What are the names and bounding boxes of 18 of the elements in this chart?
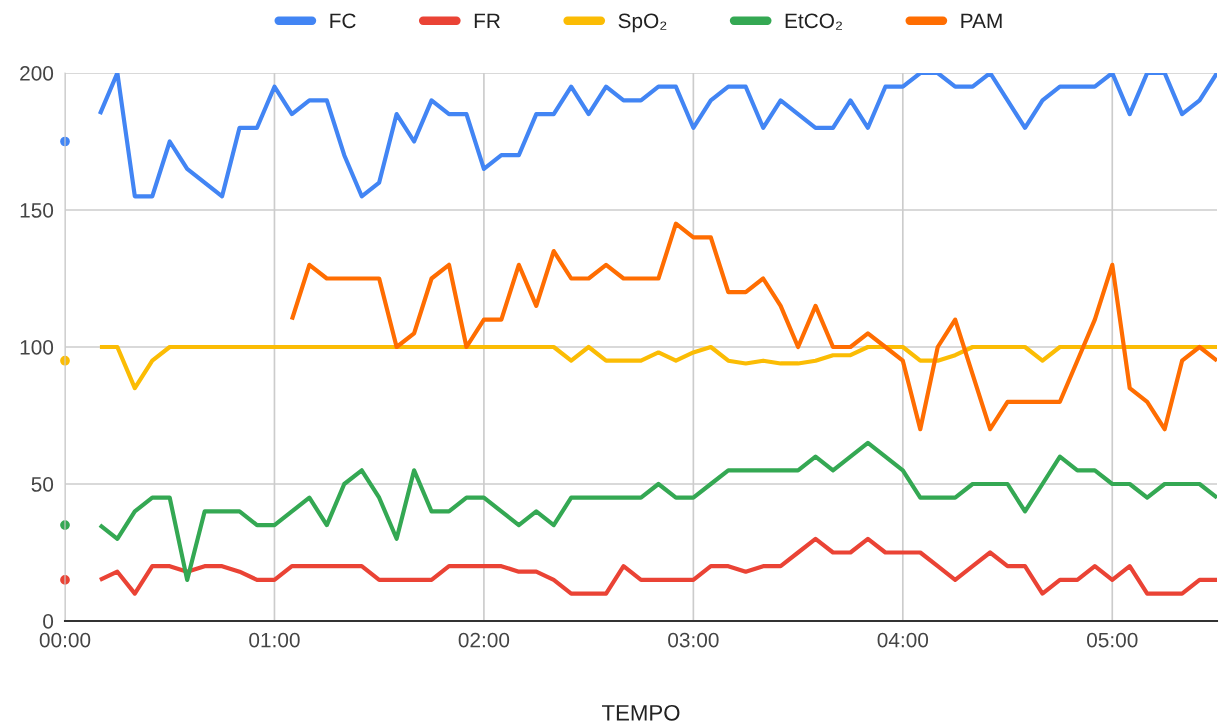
legend-label: PAM bbox=[961, 13, 1002, 29]
legend-label: FR bbox=[474, 13, 500, 29]
legend-label: SpO₂ bbox=[618, 13, 667, 33]
line-series bbox=[289, 221, 1217, 432]
y-tick-label: 100 bbox=[20, 340, 54, 355]
legend-label: FC bbox=[330, 13, 356, 29]
x-tick-label: 04:00 bbox=[877, 632, 929, 648]
x-tick-label: 02:00 bbox=[458, 632, 510, 648]
x-tick-label: 05:00 bbox=[1087, 632, 1138, 648]
x-axis-title: TEMPO bbox=[601, 704, 680, 721]
x-tick-label: 01:00 bbox=[249, 632, 300, 648]
y-tick-label: 150 bbox=[20, 203, 54, 218]
y-tick-label: 0 bbox=[43, 614, 54, 629]
legend-label: EtCO₂ bbox=[785, 13, 842, 30]
x-tick-label: 00:00 bbox=[39, 632, 91, 648]
y-tick-label: 50 bbox=[31, 477, 54, 492]
y-tick-label: 200 bbox=[20, 66, 54, 81]
x-tick-label: 03:00 bbox=[668, 632, 719, 648]
